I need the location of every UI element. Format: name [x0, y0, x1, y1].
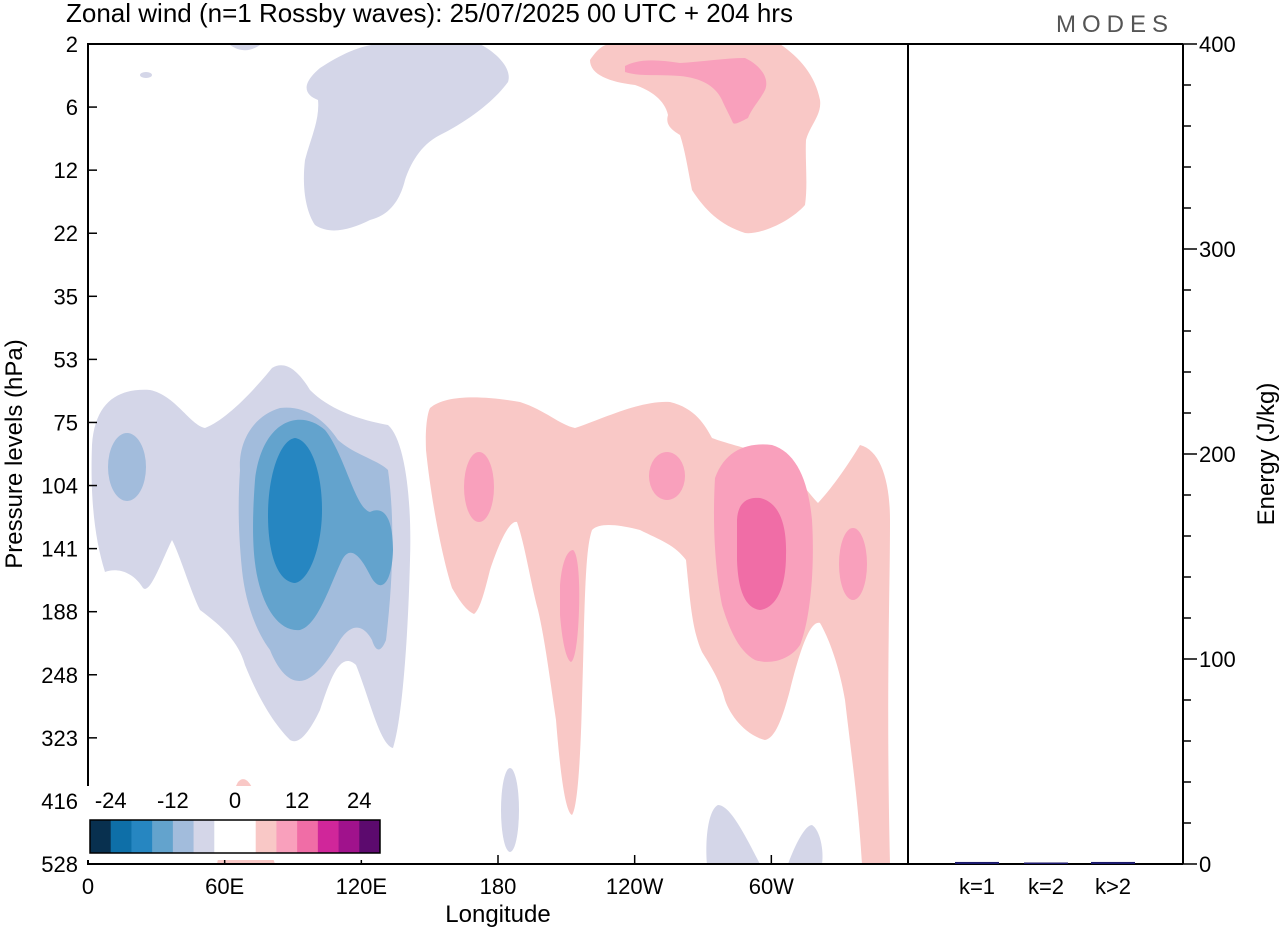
chart-title: Zonal wind (n=1 Rossby waves): 25/07/202…: [66, 0, 793, 28]
contour-pos-2-upper: [625, 58, 767, 124]
colorbar-swatch: [110, 820, 132, 853]
energy-tick-label: 200: [1199, 442, 1236, 467]
energy-bar: [1024, 862, 1068, 864]
x-tick-label: 120W: [606, 874, 664, 899]
colorbar-swatch: [214, 820, 236, 853]
energy-bar: [955, 861, 999, 864]
y-tick-label: 248: [41, 663, 78, 688]
contour-pos-2-d: [839, 528, 867, 600]
contour-neg-small-2: [501, 768, 519, 852]
energy-bars: k=1 k=2 k>2: [955, 861, 1135, 899]
energy-tick-label: 0: [1199, 852, 1211, 877]
colorbar-swatch: [131, 820, 153, 853]
colorbar-swatch: [276, 820, 298, 853]
colorbar-swatch: [90, 820, 112, 853]
colorbar-swatch: [359, 820, 381, 853]
contour-neg-small-1: [140, 72, 152, 78]
contour-pos-3: [737, 497, 787, 610]
contour-neg-2-small: [108, 433, 146, 501]
colorbar-tick-label: -12: [157, 788, 189, 813]
y-tick-label: 6: [66, 95, 78, 120]
colorbar-tick-label: 0: [229, 788, 241, 813]
x-tick-label: 60W: [749, 874, 794, 899]
y-tick-label: 2: [66, 32, 78, 57]
energy-axis: 0 100 200 300 400: [1183, 32, 1236, 877]
y-tick-label: 12: [54, 158, 78, 183]
colorbar-tick-label: 12: [285, 788, 309, 813]
y-tick-label: 528: [41, 852, 78, 877]
energy-tick-label: 300: [1199, 237, 1236, 262]
x-tick-label: 120E: [336, 874, 387, 899]
colorbar-swatch: [235, 820, 257, 853]
colorbar-frame: [89, 819, 381, 854]
contour-neg-1-upper: [230, 44, 509, 231]
brand-logo: MODES: [1056, 11, 1174, 38]
y-tick-label: 188: [41, 600, 78, 625]
pressure-axis: 2 6 12 22 35 53 75 104 141 188 248 323 416 528: [41, 32, 97, 877]
y-tick-label: 35: [54, 284, 78, 309]
y-axis-label: Pressure levels (hPa): [1, 339, 28, 568]
energy-category-label: k=2: [1028, 874, 1064, 899]
y-tick-label: 416: [41, 789, 78, 814]
x-axis-label: Longitude: [445, 901, 550, 928]
colorbar-swatch: [317, 820, 340, 853]
colorbar-swatch: [193, 820, 215, 853]
colorbar-swatch: [172, 820, 195, 853]
contour-field: [91, 44, 890, 864]
energy-axis-label: Energy (J/kg): [1253, 383, 1280, 526]
y-tick-label: 141: [41, 537, 78, 562]
y-tick-label: 53: [54, 347, 78, 372]
y-tick-label: 104: [41, 474, 78, 499]
energy-category-label: k>2: [1095, 874, 1131, 899]
x-tick-label: 60E: [205, 874, 244, 899]
x-tick-label: 0: [82, 874, 94, 899]
contour-pos-2-b: [464, 452, 494, 522]
energy-tick-label: 100: [1199, 647, 1236, 672]
colorbar-swatch: [255, 820, 277, 853]
contour-neg-small-3: [706, 805, 760, 864]
colorbar-swatch: [152, 820, 174, 853]
y-tick-label: 22: [54, 221, 78, 246]
colorbar-swatch: [338, 820, 360, 853]
colorbar: -24 -12 0 12 24: [86, 786, 384, 860]
energy-category-label: k=1: [959, 874, 995, 899]
y-tick-label: 323: [41, 726, 78, 751]
colorbar-tick-label: 24: [347, 788, 371, 813]
contour-pos-2-c: [649, 452, 685, 500]
y-tick-label: 75: [54, 410, 78, 435]
energy-bar: [1091, 861, 1135, 864]
energy-tick-label: 400: [1199, 32, 1236, 57]
colorbar-tick-label: -24: [95, 788, 127, 813]
colorbar-swatch: [297, 820, 319, 853]
x-tick-label: 180: [480, 874, 517, 899]
longitude-axis: 0 60E 120E 180 120W 60W: [82, 855, 794, 899]
contour-neg-4: [268, 438, 322, 583]
contour-neg-small-4: [788, 825, 823, 864]
contour-pos-2-e: [560, 550, 580, 662]
